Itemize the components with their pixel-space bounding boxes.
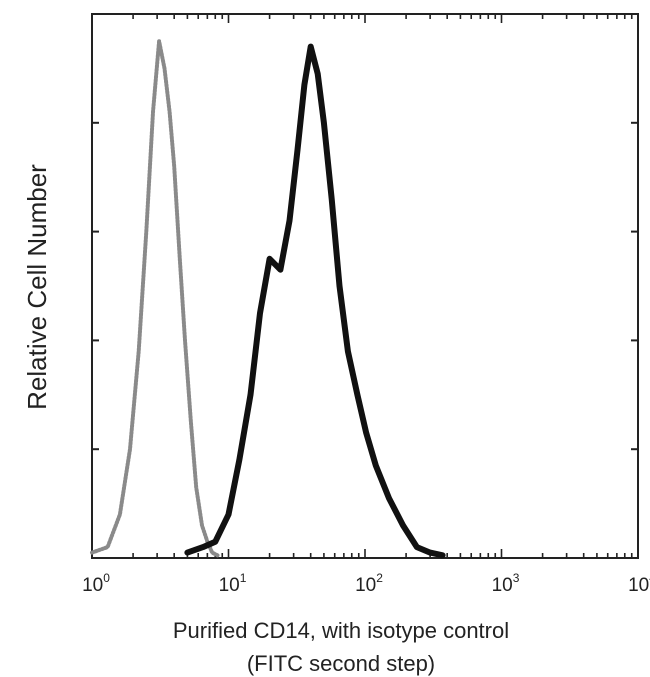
x-tick-labels: 100 101 102 103 104 — [82, 571, 650, 596]
x-axis-ticks — [91, 14, 639, 558]
isotype-control-histogram — [90, 39, 220, 558]
cd14-histogram — [184, 43, 446, 559]
plot-frame — [91, 13, 639, 559]
x-tick-label: 103 — [492, 571, 520, 596]
y-axis-title: Relative Cell Number — [22, 164, 52, 410]
x-tick-label: 100 — [82, 571, 110, 596]
x-tick-label: 102 — [355, 571, 383, 596]
x-axis-title-line2: (FITC second step) — [247, 651, 435, 676]
x-tick-label: 101 — [219, 571, 247, 596]
y-axis-ticks — [92, 13, 638, 451]
x-tick-label: 104 — [628, 571, 650, 596]
series-layer — [90, 39, 446, 559]
x-axis-title: Purified CD14, with isotype control — [173, 618, 509, 643]
